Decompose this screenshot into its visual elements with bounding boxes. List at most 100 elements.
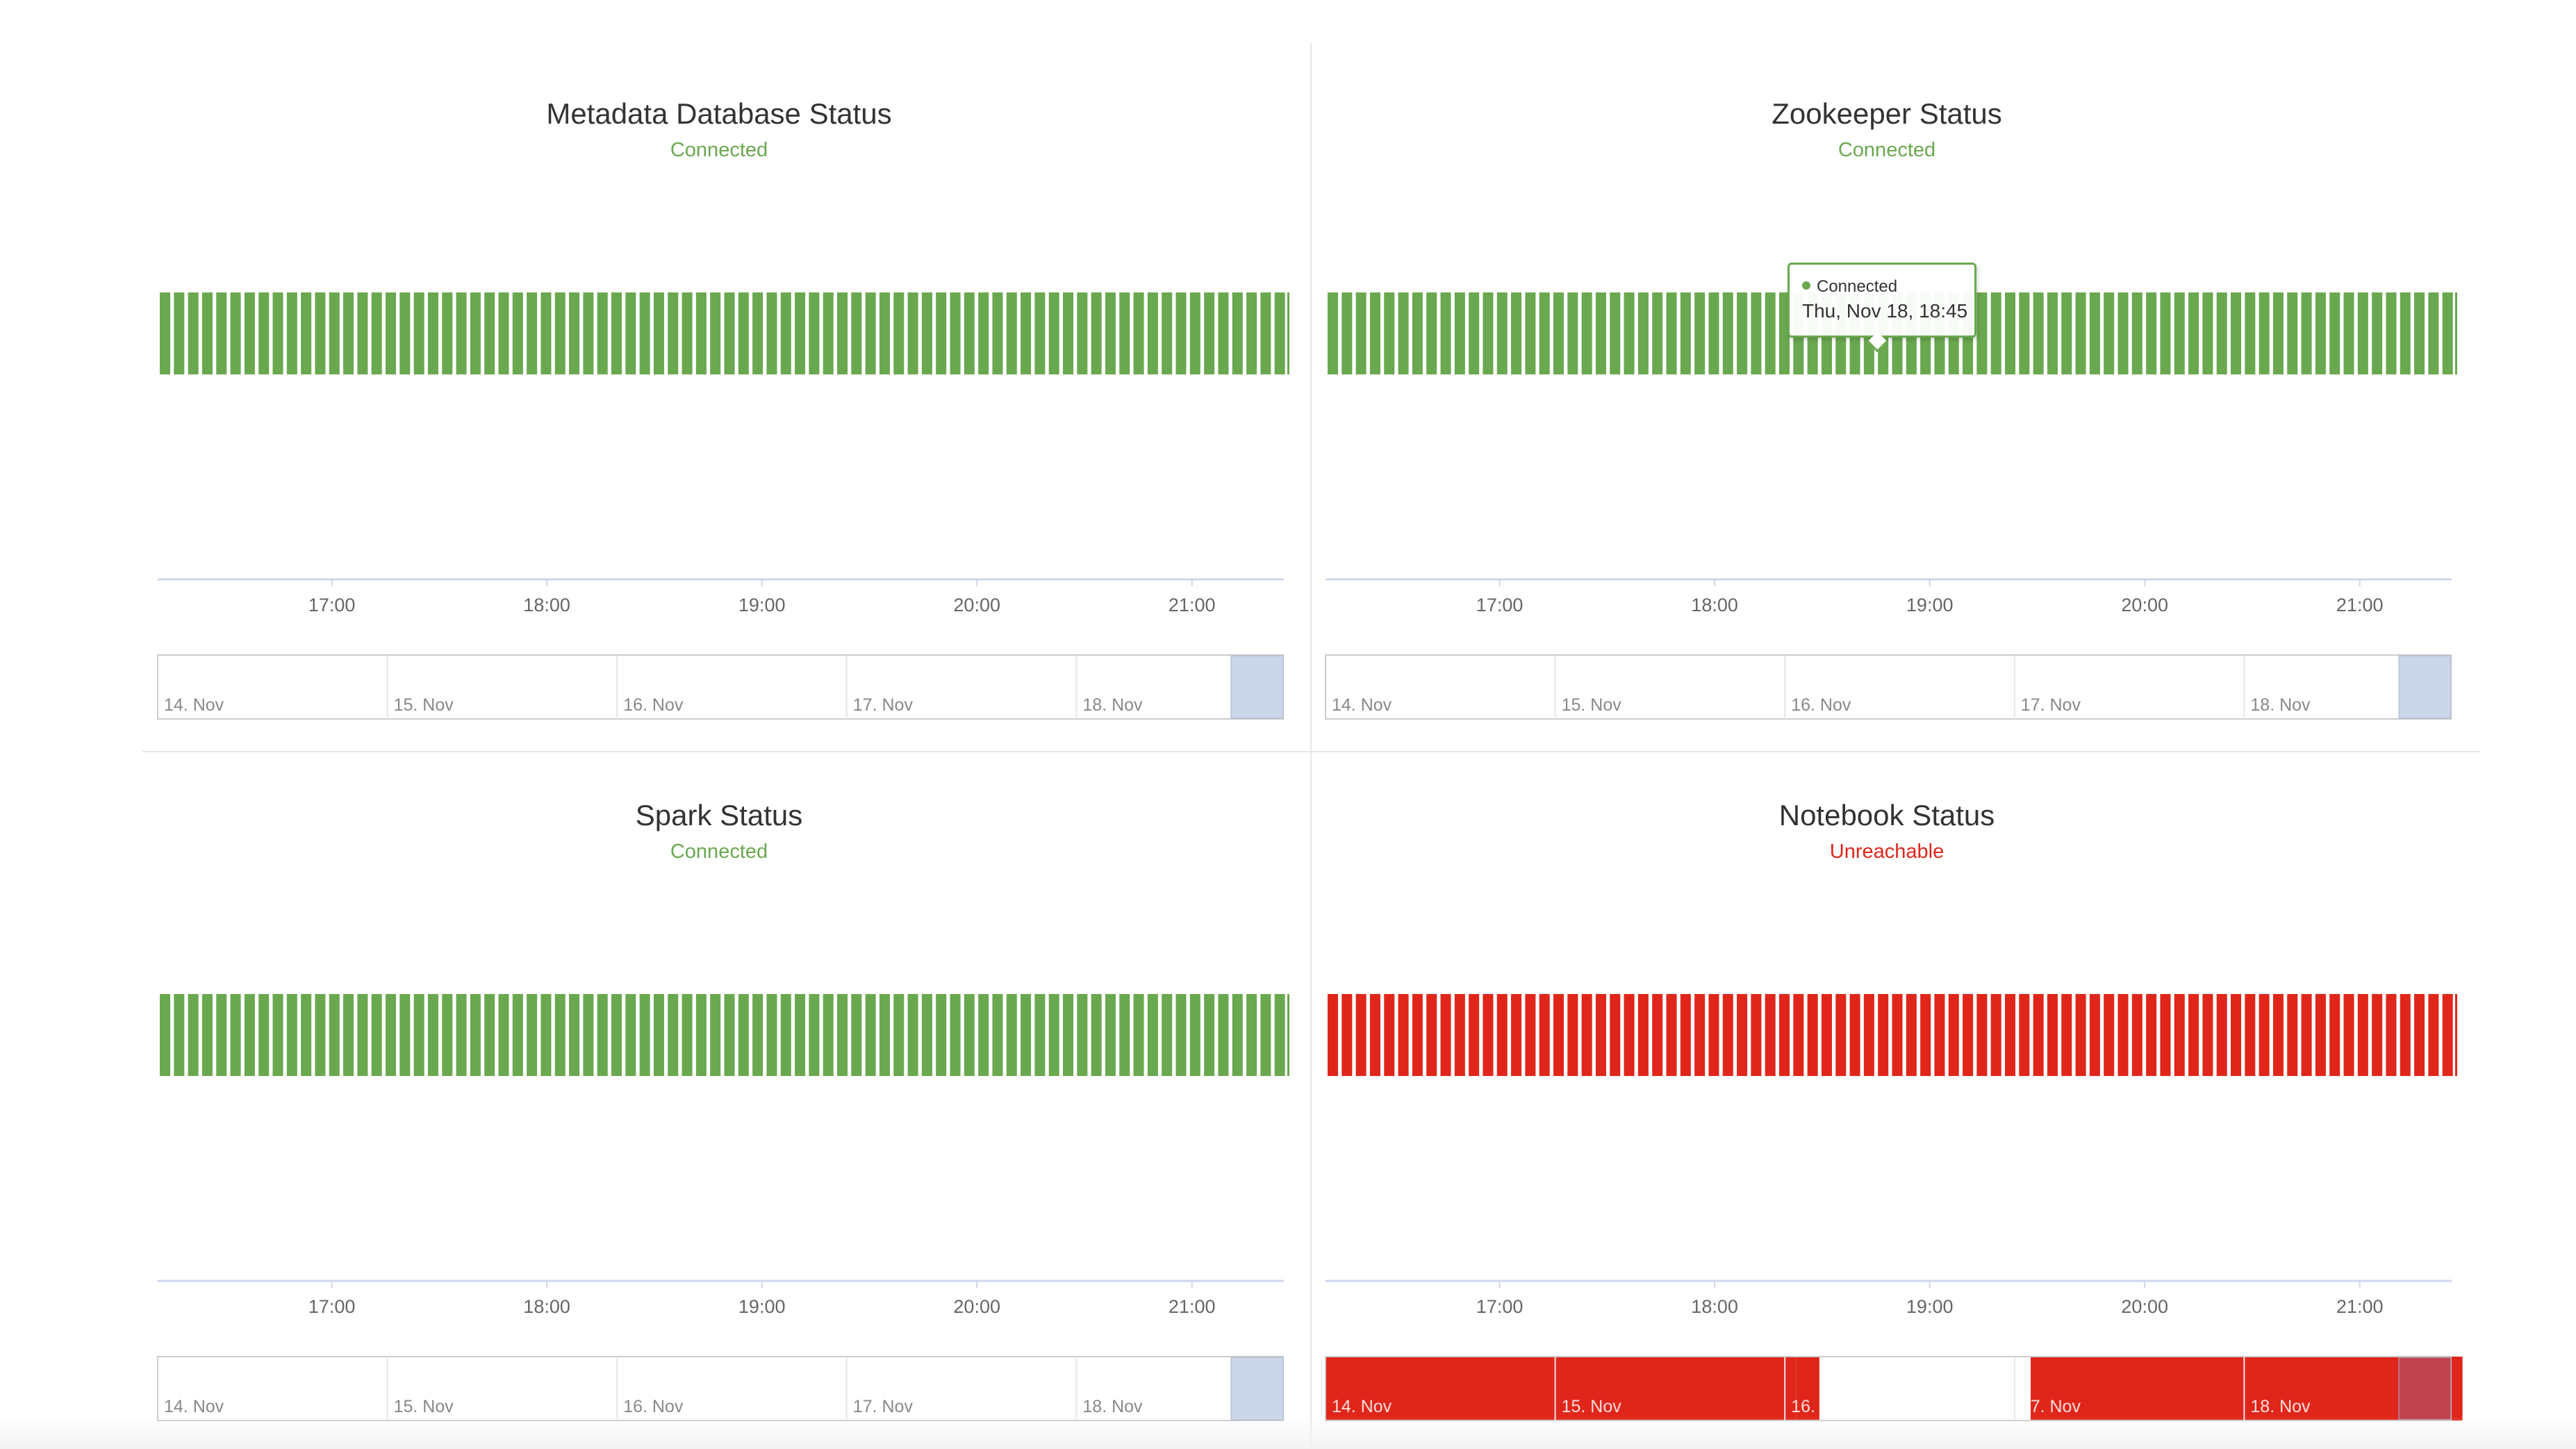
status-bar xyxy=(1440,994,1451,1076)
status-bar xyxy=(456,292,467,374)
status-bar xyxy=(695,292,707,374)
status-bar xyxy=(244,292,255,374)
tooltip-series-label: Connected xyxy=(1817,277,1898,296)
status-bar xyxy=(583,292,594,374)
status-bar xyxy=(1694,292,1706,374)
status-bar xyxy=(907,292,918,374)
navigator-date-label: 15. Nov xyxy=(1562,695,1622,715)
status-bar xyxy=(1920,994,1931,1076)
status-bar xyxy=(2146,994,2157,1076)
status-bar xyxy=(1175,994,1187,1076)
status-bar xyxy=(301,994,312,1076)
status-bar xyxy=(329,292,340,374)
navigator-selection[interactable] xyxy=(1230,655,1284,719)
status-bar xyxy=(2245,994,2256,1076)
status-bar xyxy=(738,994,749,1076)
status-bar xyxy=(1793,994,1804,1076)
navigator-selection[interactable] xyxy=(2398,655,2452,719)
status-bar xyxy=(823,292,834,374)
status-bar xyxy=(724,994,735,1076)
status-bar xyxy=(230,292,241,374)
status-bar xyxy=(1412,994,1423,1076)
status-bar xyxy=(498,994,509,1076)
x-tick-label: 21:00 xyxy=(1169,1296,1216,1317)
status-bar xyxy=(512,292,523,374)
status-bar-edge xyxy=(1287,994,1289,1076)
status-bar xyxy=(1539,994,1550,1076)
status-bar xyxy=(653,994,664,1076)
status-bar xyxy=(1063,292,1074,374)
status-bar-edge xyxy=(2455,292,2457,374)
status-bar xyxy=(484,292,495,374)
panel-title: Notebook Status xyxy=(1778,799,1995,831)
status-bar xyxy=(1652,292,1663,374)
status-bar xyxy=(837,994,848,1076)
status-bar xyxy=(1511,292,1522,374)
navigator-selection[interactable] xyxy=(1230,1357,1284,1421)
bottom-fade xyxy=(0,1417,2576,1449)
status-chart-svg: 17:00 18:00 19:00 20:00 21:00 14. Nov 15. Nov 1… xyxy=(157,994,1289,1421)
status-bar xyxy=(2301,994,2312,1076)
status-bar xyxy=(2005,994,2016,1076)
status-bar xyxy=(823,994,834,1076)
status-bar xyxy=(1539,292,1550,374)
status-bar xyxy=(936,994,947,1076)
status-bar xyxy=(738,292,749,374)
status-bar xyxy=(1469,994,1480,1076)
status-chart-svg: 17:00 18:00 19:00 20:00 21:00 14. Nov 15. Nov 1… xyxy=(1325,292,2457,720)
status-bar xyxy=(1355,994,1367,1076)
status-bar xyxy=(1737,292,1748,374)
status-bar xyxy=(1328,292,1339,374)
status-bar xyxy=(1232,292,1243,374)
status-bar xyxy=(809,292,820,374)
status-panel-4: Notebook Status Unreachable 17:00 18:00 19:0… xyxy=(1310,745,2463,1446)
status-bar xyxy=(174,292,185,374)
status-bar xyxy=(978,292,989,374)
status-bar xyxy=(258,994,270,1076)
status-bar xyxy=(1525,292,1536,374)
status-bar xyxy=(1260,292,1271,374)
status-bar xyxy=(1162,994,1173,1076)
status-bar xyxy=(1091,292,1102,374)
x-tick-label: 19:00 xyxy=(738,595,786,615)
status-bar xyxy=(921,994,932,1076)
status-bar xyxy=(2272,994,2284,1076)
status-bar xyxy=(851,292,862,374)
status-bar xyxy=(1006,994,1017,1076)
status-bar xyxy=(1063,994,1074,1076)
status-bar xyxy=(1218,994,1229,1076)
status-bar xyxy=(399,292,411,374)
status-bar xyxy=(1355,292,1367,374)
status-bar xyxy=(1807,994,1818,1076)
status-bar xyxy=(1637,292,1649,374)
status-bar xyxy=(1595,292,1606,374)
status-bar xyxy=(1119,292,1130,374)
status-bar xyxy=(427,994,438,1076)
status-bar xyxy=(1048,292,1059,374)
status-bar xyxy=(639,994,650,1076)
status-bar xyxy=(1133,994,1144,1076)
status-bar xyxy=(1751,292,1762,374)
status-bar xyxy=(780,994,791,1076)
status-bar xyxy=(1610,994,1621,1076)
status-bar xyxy=(2174,994,2185,1076)
status-bar xyxy=(1091,994,1102,1076)
navigator-date-label: 18. Nov xyxy=(2250,695,2311,715)
status-bar xyxy=(2272,292,2284,374)
status-bar xyxy=(639,292,650,374)
status-bar xyxy=(315,292,326,374)
navigator-date-label: 15. Nov xyxy=(1562,1397,1622,1416)
status-bar xyxy=(301,292,312,374)
status-bar xyxy=(371,292,382,374)
x-tick-label: 18:00 xyxy=(523,1296,570,1317)
status-bar xyxy=(2329,292,2340,374)
status-bar xyxy=(1246,994,1257,1076)
status-bar xyxy=(470,994,481,1076)
status-bar xyxy=(682,994,693,1076)
status-bar xyxy=(950,292,961,374)
x-tick-label: 18:00 xyxy=(1691,1296,1738,1317)
navigator-selection[interactable] xyxy=(2398,1357,2452,1421)
status-bar xyxy=(1021,292,1032,374)
status-bar xyxy=(1412,292,1423,374)
status-bar xyxy=(2202,292,2213,374)
